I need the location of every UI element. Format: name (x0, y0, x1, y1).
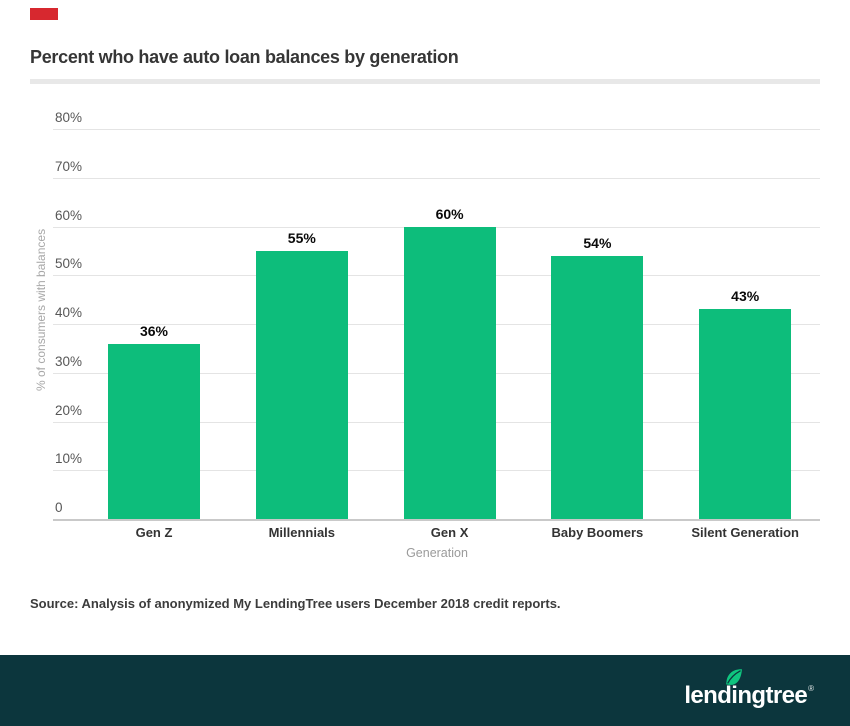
bar (699, 309, 792, 519)
x-category-label: Silent Generation (691, 525, 799, 540)
y-axis-tick-label: 30% (55, 353, 83, 369)
y-axis-tick-label: 60% (55, 207, 83, 223)
bar-value-label: 55% (287, 229, 316, 246)
chart-title: Percent who have auto loan balances by g… (30, 47, 459, 67)
y-axis-tick-label: 20% (55, 402, 83, 418)
bar-value-label: 43% (731, 288, 760, 305)
title-divider (30, 79, 820, 84)
bar (403, 226, 496, 519)
bar (108, 343, 200, 519)
y-axis-tick-label: 40% (55, 305, 83, 320)
leaf-icon (723, 666, 746, 689)
bar (551, 255, 644, 519)
x-category-label: Gen X (430, 525, 469, 540)
gridline (53, 177, 820, 179)
x-category-label: Baby Boomers (551, 525, 644, 540)
y-axis-tick-label: 0 (55, 500, 63, 515)
y-axis-tick-label: 70% (55, 158, 83, 174)
x-axis-title: Generation (406, 546, 468, 560)
gridline (53, 129, 820, 130)
footer-brand-bar: lendingtree® (0, 655, 850, 726)
source-note: Source: Analysis of anonymized My Lendin… (30, 596, 561, 611)
bar-value-label: 60% (435, 205, 464, 222)
registered-trademark-icon: ® (808, 684, 814, 693)
lendingtree-logo: lendingtree® (684, 669, 814, 712)
x-category-label: Millennials (268, 525, 336, 540)
bar (255, 250, 348, 519)
x-axis-line (53, 519, 820, 521)
logo-wordmark: lendingtree (684, 682, 808, 709)
y-axis-tick-label: 50% (55, 256, 83, 272)
bar-value-label: 36% (139, 322, 169, 339)
bar-value-label: 54% (583, 234, 612, 251)
x-category-label: Gen Z (135, 525, 173, 540)
y-axis-tick-label: 80% (55, 110, 83, 125)
brand-accent-bar (30, 8, 58, 20)
y-axis-tick-label: 10% (55, 451, 83, 467)
